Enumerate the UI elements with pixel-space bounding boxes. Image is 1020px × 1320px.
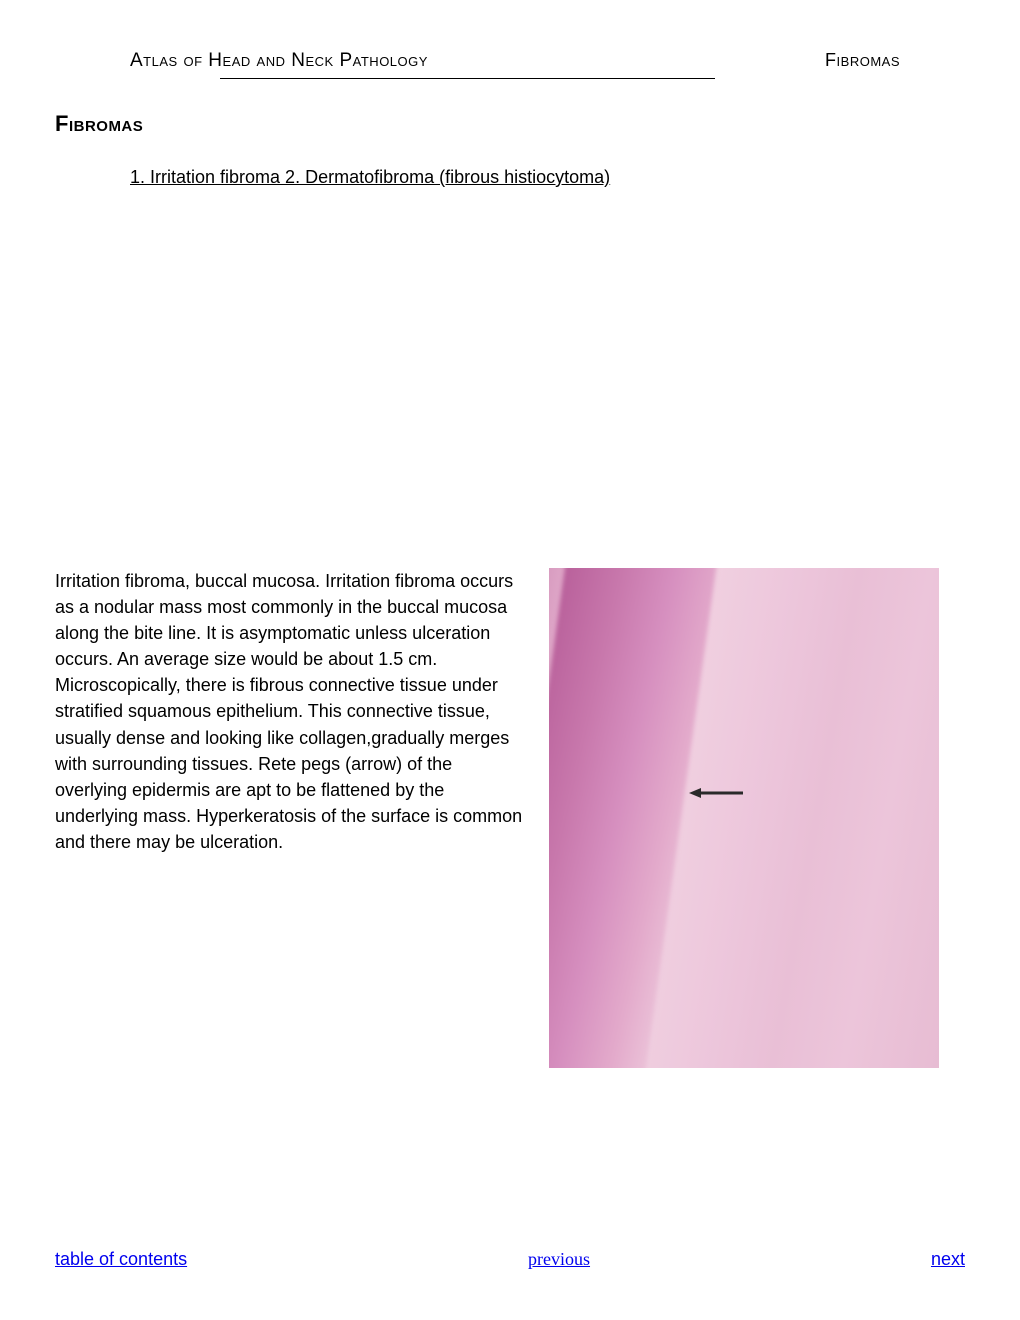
header-rule (220, 78, 715, 79)
annotation-arrow (689, 786, 744, 800)
previous-link[interactable]: previous (528, 1249, 590, 1270)
toc-link[interactable]: table of contents (55, 1249, 187, 1270)
page-title: Fibromas (55, 111, 965, 137)
histology-figure (549, 568, 939, 1068)
next-link[interactable]: next (931, 1249, 965, 1270)
body-paragraph: Irritation fibroma, buccal mucosa. Irrit… (55, 568, 525, 855)
epithelium-band (549, 568, 720, 1068)
running-header: Atlas of Head and Neck Pathology Fibroma… (55, 50, 965, 72)
header-section: Fibromas (825, 50, 900, 71)
content-row: Irritation fibroma, buccal mucosa. Irrit… (55, 568, 965, 1068)
bottom-nav: table of contents previous next (55, 1249, 965, 1270)
header-book-title: Atlas of Head and Neck Pathology (130, 50, 428, 72)
subtypes-list: 1. Irritation fibroma 2. Dermatofibroma … (130, 167, 965, 188)
